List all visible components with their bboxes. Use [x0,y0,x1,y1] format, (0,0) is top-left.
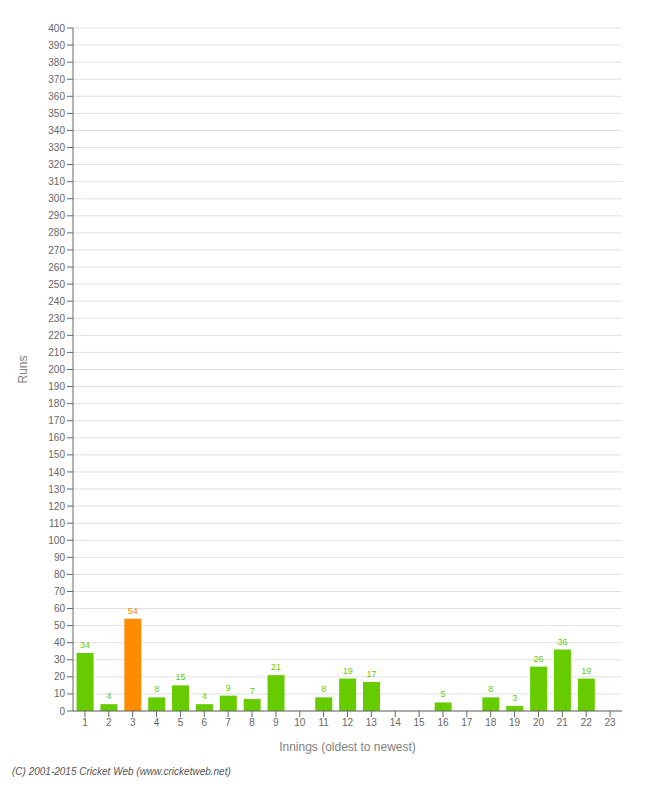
svg-text:310: 310 [48,176,65,187]
svg-text:19: 19 [509,717,521,728]
svg-text:26: 26 [534,654,544,664]
svg-text:330: 330 [48,142,65,153]
svg-text:30: 30 [54,654,66,665]
svg-text:19: 19 [343,666,353,676]
svg-text:350: 350 [48,108,65,119]
svg-text:190: 190 [48,381,65,392]
svg-text:Runs: Runs [16,355,30,383]
svg-text:260: 260 [48,262,65,273]
svg-text:340: 340 [48,125,65,136]
svg-text:13: 13 [366,717,378,728]
svg-text:20: 20 [533,717,545,728]
svg-text:20: 20 [54,671,66,682]
svg-text:3: 3 [130,717,136,728]
svg-text:70: 70 [54,586,66,597]
svg-text:17: 17 [461,717,473,728]
svg-text:150: 150 [48,449,65,460]
svg-text:8: 8 [154,684,159,694]
svg-text:2: 2 [106,717,112,728]
svg-text:4: 4 [106,691,111,701]
svg-text:370: 370 [48,74,65,85]
svg-text:6: 6 [202,717,208,728]
svg-text:210: 210 [48,347,65,358]
svg-text:5: 5 [441,689,446,699]
svg-text:8: 8 [488,684,493,694]
svg-text:400: 400 [48,23,65,34]
svg-text:60: 60 [54,603,66,614]
svg-text:40: 40 [54,637,66,648]
svg-text:8: 8 [321,684,326,694]
svg-text:390: 390 [48,40,65,51]
svg-text:36: 36 [557,637,567,647]
svg-text:140: 140 [48,467,65,478]
svg-text:0: 0 [59,706,65,717]
svg-text:15: 15 [176,672,186,682]
svg-text:1: 1 [82,717,88,728]
svg-text:380: 380 [48,57,65,68]
svg-text:160: 160 [48,432,65,443]
svg-text:320: 320 [48,159,65,170]
svg-text:50: 50 [54,620,66,631]
svg-text:23: 23 [605,717,617,728]
svg-text:8: 8 [249,717,255,728]
svg-text:12: 12 [342,717,354,728]
svg-text:16: 16 [437,717,449,728]
svg-text:5: 5 [178,717,184,728]
svg-text:300: 300 [48,193,65,204]
svg-text:240: 240 [48,296,65,307]
svg-text:4: 4 [202,691,207,701]
svg-text:21: 21 [271,662,281,672]
svg-text:90: 90 [54,552,66,563]
svg-text:200: 200 [48,364,65,375]
svg-text:10: 10 [54,688,66,699]
svg-text:34: 34 [80,640,90,650]
svg-text:360: 360 [48,91,65,102]
svg-text:100: 100 [48,535,65,546]
svg-text:230: 230 [48,313,65,324]
html-text:(C) 2001-2015 Cricket Web (www: (C) 2001-2015 Cricket Web (www.cricketwe… [12,766,231,777]
svg-text:18: 18 [485,717,497,728]
svg-text:Innings (oldest to newest): Innings (oldest to newest) [279,740,416,754]
svg-text:270: 270 [48,245,65,256]
svg-text:11: 11 [318,717,329,728]
svg-text:22: 22 [581,717,593,728]
svg-text:180: 180 [48,398,65,409]
svg-text:280: 280 [48,227,65,238]
svg-text:80: 80 [54,569,66,580]
svg-text:110: 110 [49,518,65,529]
svg-text:3: 3 [512,693,517,703]
svg-text:130: 130 [48,484,65,495]
svg-text:7: 7 [225,717,231,728]
svg-text:17: 17 [367,669,377,679]
svg-text:9: 9 [273,717,279,728]
svg-text:54: 54 [128,606,138,616]
svg-text:14: 14 [390,717,402,728]
svg-text:120: 120 [48,501,65,512]
svg-text:170: 170 [48,415,65,426]
svg-text:19: 19 [581,666,591,676]
svg-text:290: 290 [48,210,65,221]
svg-text:250: 250 [48,279,65,290]
svg-text:9: 9 [226,683,231,693]
svg-text:21: 21 [557,717,569,728]
svg-text:7: 7 [250,686,255,696]
svg-text:10: 10 [294,717,306,728]
svg-text:4: 4 [154,717,160,728]
svg-text:15: 15 [414,717,426,728]
svg-text:220: 220 [48,330,65,341]
